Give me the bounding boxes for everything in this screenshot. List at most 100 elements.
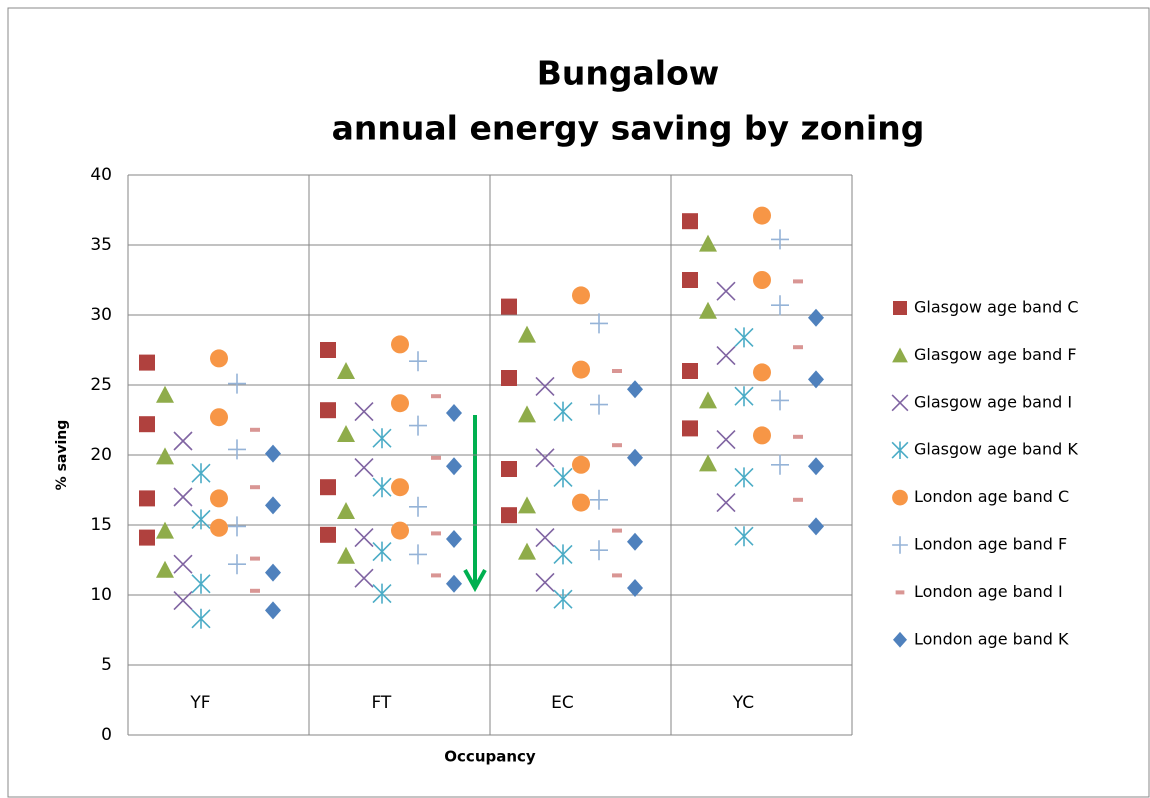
marker <box>699 234 717 252</box>
marker <box>682 213 698 230</box>
marker <box>893 631 907 648</box>
marker <box>173 554 193 574</box>
marker <box>446 457 462 476</box>
marker <box>590 394 608 415</box>
marker <box>250 485 260 490</box>
marker <box>753 206 771 225</box>
marker <box>753 271 771 289</box>
marker <box>501 298 517 315</box>
marker <box>391 478 409 497</box>
marker <box>250 556 260 561</box>
marker <box>627 532 643 551</box>
marker <box>173 591 193 611</box>
marker <box>734 327 754 348</box>
marker <box>793 497 803 502</box>
marker <box>139 354 155 371</box>
marker <box>808 517 824 536</box>
legend-label: Glasgow age band K <box>914 440 1078 459</box>
marker <box>771 229 789 250</box>
marker <box>354 528 374 548</box>
marker <box>771 454 789 475</box>
marker <box>446 530 462 548</box>
marker <box>228 554 246 575</box>
marker <box>892 536 908 554</box>
marker <box>612 528 622 533</box>
marker <box>372 583 392 604</box>
marker <box>553 467 573 488</box>
marker <box>372 428 392 449</box>
marker <box>210 489 228 508</box>
marker <box>265 496 281 515</box>
marker <box>372 477 392 498</box>
legend-label: London age band I <box>914 582 1063 601</box>
marker <box>734 526 754 547</box>
marker <box>228 516 246 537</box>
marker <box>501 370 517 386</box>
marker <box>572 286 590 305</box>
marker <box>716 346 736 366</box>
marker <box>337 425 355 442</box>
marker <box>793 345 803 350</box>
marker <box>612 573 622 578</box>
y-tick-label: 10 <box>90 585 112 605</box>
y-tick-label: 35 <box>90 235 112 255</box>
marker <box>409 351 427 372</box>
x-tick-label: YF <box>189 693 210 713</box>
marker <box>265 563 281 582</box>
marker <box>771 390 789 411</box>
y-tick-label: 40 <box>90 165 112 185</box>
marker <box>553 589 573 610</box>
marker <box>191 509 211 530</box>
marker <box>265 444 281 463</box>
marker <box>191 463 211 484</box>
marker <box>391 394 409 413</box>
marker <box>590 489 608 510</box>
marker <box>734 467 754 488</box>
marker <box>320 526 336 543</box>
marker <box>320 402 336 419</box>
marker <box>612 443 622 448</box>
marker <box>518 542 536 560</box>
marker <box>354 568 374 588</box>
marker <box>771 295 789 316</box>
chart-title: Bungalow <box>537 54 720 93</box>
marker <box>518 496 536 514</box>
marker <box>716 281 736 301</box>
legend-label: London age band K <box>914 629 1069 648</box>
marker <box>808 370 824 389</box>
marker <box>173 431 193 451</box>
legend-label: Glasgow age band I <box>914 392 1072 411</box>
marker <box>699 391 717 409</box>
chart-subtitle: annual energy saving by zoning <box>332 109 925 148</box>
marker <box>391 521 409 540</box>
marker <box>228 373 246 394</box>
marker <box>210 408 228 427</box>
marker <box>627 448 643 467</box>
marker <box>139 416 155 433</box>
marker <box>891 394 909 412</box>
y-tick-label: 30 <box>90 305 112 325</box>
marker <box>139 529 155 546</box>
marker <box>156 560 174 578</box>
marker <box>431 394 441 399</box>
legend-label: Glasgow age band C <box>914 298 1079 317</box>
marker <box>354 402 374 422</box>
marker <box>572 493 590 512</box>
marker <box>572 360 590 379</box>
marker <box>716 493 736 513</box>
marker <box>501 507 517 524</box>
marker <box>409 415 427 436</box>
marker <box>891 441 909 459</box>
y-tick-label: 25 <box>90 375 112 395</box>
y-tick-label: 15 <box>90 515 112 535</box>
marker <box>518 325 536 343</box>
marker <box>156 447 174 465</box>
marker <box>518 405 536 423</box>
marker <box>228 439 246 460</box>
marker <box>590 540 608 561</box>
marker <box>553 544 573 565</box>
marker <box>682 420 698 437</box>
marker <box>191 608 211 629</box>
y-tick-label: 0 <box>101 725 112 745</box>
